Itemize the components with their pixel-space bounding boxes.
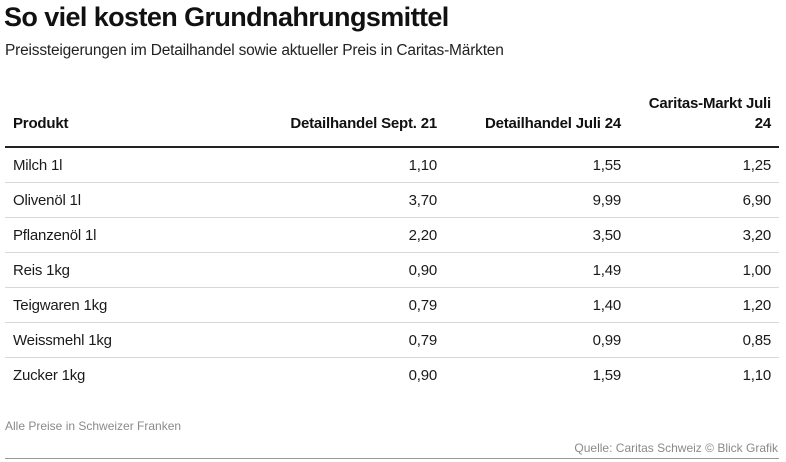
- cell-detailhandel-juli-24: 1,40: [445, 287, 629, 323]
- cell-product: Reis 1kg: [5, 252, 195, 288]
- table-row: Pflanzenöl 1l 2,20 3,50 3,20: [5, 217, 779, 253]
- cell-detailhandel-juli-24: 1,49: [445, 252, 629, 288]
- cell-detailhandel-juli-24: 1,55: [445, 147, 629, 183]
- cell-product: Milch 1l: [5, 147, 195, 183]
- cell-detailhandel-juli-24: 0,99: [445, 322, 629, 358]
- cell-caritas-markt-juli-24: 1,10: [742, 366, 772, 384]
- column-header-detailhandel-juli-24: Detailhandel Juli 24: [445, 94, 629, 148]
- cell-product: Teigwaren 1kg: [5, 287, 195, 323]
- cell-product: Zucker 1kg: [13, 366, 86, 384]
- cell-caritas-markt-juli-24: 3,20: [629, 217, 779, 253]
- bottom-divider: [5, 458, 779, 459]
- cell-detailhandel-sept-21: 3,70: [195, 182, 445, 218]
- cell-product: Pflanzenöl 1l: [5, 217, 195, 253]
- chart-subtitle: Preissteigerungen im Detailhandel sowie …: [5, 42, 504, 59]
- cell-detailhandel-juli-24: 3,50: [445, 217, 629, 253]
- cell-caritas-markt-juli-24: 1,20: [629, 287, 779, 323]
- cell-detailhandel-sept-21: 1,10: [195, 147, 445, 183]
- table-row: Reis 1kg 0,90 1,49 1,00: [5, 252, 779, 288]
- source-credit: Quelle: Caritas Schweiz © Blick Grafik: [574, 441, 778, 455]
- cell-detailhandel-juli-24: 9,99: [445, 182, 629, 218]
- cell-detailhandel-sept-21: 0,79: [195, 322, 445, 358]
- table-row: Olivenöl 1l 3,70 9,99 6,90: [5, 182, 779, 218]
- table-row: Milch 1l 1,10 1,55 1,25: [5, 147, 779, 183]
- table-row: Zucker 1kg 0,90 1,59 1,10: [5, 358, 779, 393]
- cell-caritas-markt-juli-24: 1,00: [629, 252, 779, 288]
- cell-detailhandel-juli-24: 1,59: [592, 366, 622, 384]
- column-header-product: Produkt: [5, 94, 195, 148]
- price-table: Produkt Detailhandel Sept. 21 Detailhand…: [5, 94, 779, 392]
- cell-detailhandel-sept-21: 0,90: [408, 366, 438, 384]
- table-body: Milch 1l 1,10 1,55 1,25 Olivenöl 1l 3,70 9,99 6…: [5, 147, 779, 392]
- cell-caritas-markt-juli-24: 1,25: [629, 147, 779, 183]
- table-row: Teigwaren 1kg 0,79 1,40 1,20: [5, 287, 779, 323]
- cell-product: Weissmehl 1kg: [5, 322, 195, 358]
- column-header-detailhandel-sept-21: Detailhandel Sept. 21: [195, 94, 445, 148]
- currency-note: Alle Preise in Schweizer Franken: [5, 419, 182, 433]
- table-row: Weissmehl 1kg 0,79 0,99 0,85: [5, 322, 779, 358]
- cell-product: Olivenöl 1l: [5, 182, 195, 218]
- cell-caritas-markt-juli-24: 0,85: [629, 322, 779, 358]
- column-header-caritas-markt-juli-24: Caritas-Markt Juli 24: [629, 94, 779, 148]
- cell-detailhandel-sept-21: 2,20: [195, 217, 445, 253]
- cell-detailhandel-sept-21: 0,79: [195, 287, 445, 323]
- table-header: Produkt Detailhandel Sept. 21 Detailhand…: [5, 94, 779, 148]
- cell-detailhandel-sept-21: 0,90: [195, 252, 445, 288]
- header-row: Produkt Detailhandel Sept. 21 Detailhand…: [5, 94, 779, 148]
- chart-title: So viel kosten Grundnahrungsmittel: [4, 2, 449, 32]
- cell-caritas-markt-juli-24: 6,90: [629, 182, 779, 218]
